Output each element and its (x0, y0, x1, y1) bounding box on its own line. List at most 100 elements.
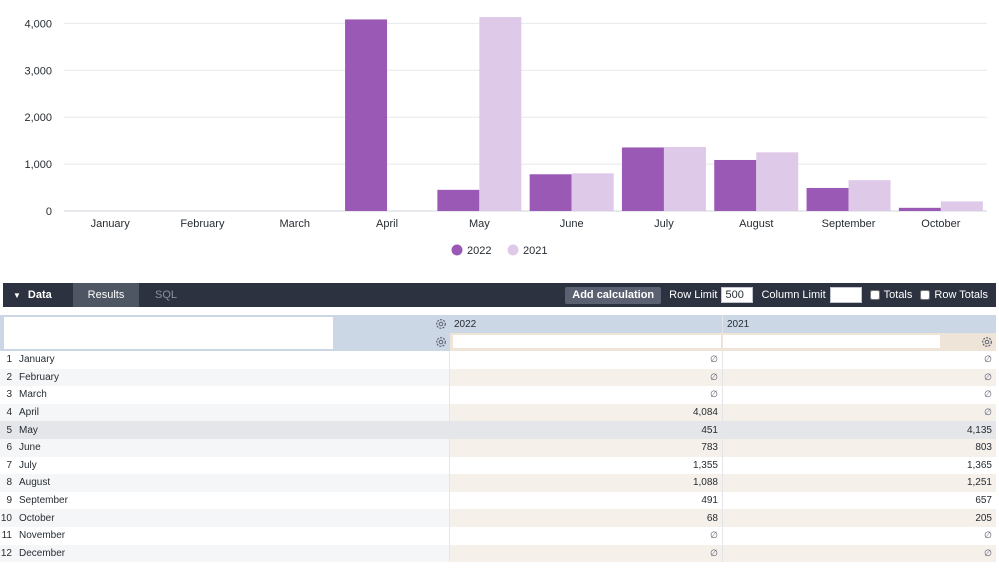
row-limit-label: Row Limit (669, 289, 718, 301)
pivot-header-row: 2022 2021 (0, 315, 996, 333)
value-cell-2021: 205 (723, 509, 996, 527)
bar-2022-september[interactable] (806, 187, 849, 211)
totals-label: Totals (883, 289, 913, 301)
bar-2021-august[interactable] (756, 152, 799, 211)
value-cell-2022: 1,088 (450, 474, 723, 492)
row-number: 9 (0, 491, 15, 510)
bar-2021-october[interactable] (940, 201, 983, 211)
table-row: 12 December ∅ ∅ (0, 544, 996, 563)
bar-2022-july[interactable] (621, 147, 664, 211)
chart-bars (345, 17, 983, 212)
tab-results[interactable]: Results (73, 283, 139, 307)
x-tick-label: January (91, 218, 131, 230)
column-limit-input[interactable] (829, 287, 862, 303)
value-cell-2022: 783 (450, 438, 723, 457)
row-number: 11 (0, 526, 15, 545)
value-cell-2022: 1,355 (450, 456, 723, 475)
value-cell-2021: ∅ (723, 368, 996, 387)
y-tick-label: 4,000 (24, 18, 52, 30)
chart-legend: 2022 2021 (451, 244, 548, 258)
value-cell-2022: ∅ (450, 386, 723, 404)
data-panel-toolbar: ▼ Data Results SQL Add calculation Row L… (3, 283, 996, 307)
table-row: 6 June 783 803 (0, 438, 996, 457)
table-row: 3 March ∅ ∅ (0, 386, 996, 404)
value-cell-2021: ∅ (723, 351, 996, 369)
legend-label: 2021 (523, 245, 547, 257)
measure-header-field-2022[interactable] (453, 335, 721, 348)
dimension-subheader-field[interactable] (4, 333, 333, 349)
value-cell-2021: 803 (723, 438, 996, 457)
bar-2022-april[interactable] (345, 19, 388, 212)
bar-2022-august[interactable] (714, 159, 757, 211)
bar-2022-june[interactable] (529, 174, 572, 211)
row-totals-checkbox[interactable] (920, 290, 931, 300)
table-row: 9 September 491 657 (0, 491, 996, 510)
row-number: 5 (0, 421, 15, 439)
x-axis-ticks: January February March April May June July Augu… (91, 218, 961, 230)
legend-item-2022[interactable]: 2022 (451, 244, 492, 258)
dimension-subheader-cell (0, 333, 450, 351)
row-number: 10 (0, 509, 15, 527)
results-table: 2022 2021 1 January ∅ ∅ 2 February ∅ ∅ 3 March ∅ ∅ 4… (0, 315, 996, 563)
row-number: 3 (0, 386, 15, 404)
bar-2022-may[interactable] (437, 189, 480, 211)
pivot-header-2022[interactable]: 2022 (450, 315, 723, 333)
dimension-header-field[interactable] (4, 317, 333, 333)
x-tick-label: February (180, 218, 225, 230)
row-number: 2 (0, 368, 15, 387)
month-cell: November (15, 526, 450, 545)
bar-2022-october[interactable] (898, 207, 941, 211)
pivot-header-2021[interactable]: 2021 (723, 315, 996, 333)
x-tick-label: September (822, 218, 876, 230)
table-row: 2 February ∅ ∅ (0, 368, 996, 387)
value-cell-2021: ∅ (723, 544, 996, 563)
table-row: 7 July 1,355 1,365 (0, 456, 996, 475)
gear-icon[interactable] (435, 318, 447, 330)
row-number: 12 (0, 544, 15, 563)
value-cell-2021: 4,135 (723, 421, 996, 439)
row-number: 4 (0, 403, 15, 422)
totals-checkbox[interactable] (869, 290, 880, 300)
row-totals-toggle[interactable]: Row Totals (920, 289, 988, 301)
caret-down-icon: ▼ (13, 290, 21, 300)
value-cell-2022: ∅ (450, 526, 723, 545)
bar-2021-july[interactable] (663, 146, 706, 211)
bar-2021-june[interactable] (571, 173, 614, 211)
value-cell-2021: 1,251 (723, 474, 996, 492)
legend-label: 2022 (467, 245, 491, 257)
totals-toggle[interactable]: Totals (869, 289, 913, 301)
y-tick-label: 3,000 (24, 65, 52, 77)
data-panel-toggle[interactable]: ▼ Data (3, 283, 73, 307)
value-cell-2022: ∅ (450, 368, 723, 387)
month-cell: September (15, 491, 450, 510)
bar-2021-september[interactable] (848, 180, 891, 211)
measure-header-field-2021[interactable] (723, 335, 940, 348)
bar-2021-may[interactable] (479, 17, 522, 211)
row-number: 8 (0, 474, 15, 492)
y-tick-label: 2,000 (24, 112, 52, 124)
gear-icon[interactable] (981, 336, 993, 348)
gear-icon[interactable] (435, 336, 447, 348)
x-tick-label: October (921, 218, 960, 230)
measure-header-row (0, 333, 996, 351)
month-cell: October (15, 509, 450, 527)
x-tick-label: April (376, 218, 398, 230)
value-cell-2021: ∅ (723, 403, 996, 422)
month-cell: June (15, 438, 450, 457)
add-calculation-button[interactable]: Add calculation (565, 286, 662, 304)
table-row: 1 January ∅ ∅ (0, 351, 996, 369)
legend-item-2021[interactable]: 2021 (507, 244, 548, 258)
row-limit-input[interactable] (721, 287, 754, 303)
month-cell: July (15, 456, 450, 475)
column-limit-label: Column Limit (761, 289, 826, 301)
row-number: 1 (0, 351, 15, 369)
x-tick-label: March (279, 218, 310, 230)
y-tick-label: 1,000 (24, 159, 52, 171)
x-tick-label: July (654, 218, 674, 230)
value-cell-2022: 491 (450, 491, 723, 510)
month-cell: March (15, 386, 450, 404)
table-row: 4 April 4,084 ∅ (0, 403, 996, 422)
tab-sql[interactable]: SQL (154, 289, 177, 301)
value-cell-2022: ∅ (450, 544, 723, 563)
bar-chart: 0 1,000 2,000 3,000 4,000 January February Mar… (24, 17, 987, 258)
